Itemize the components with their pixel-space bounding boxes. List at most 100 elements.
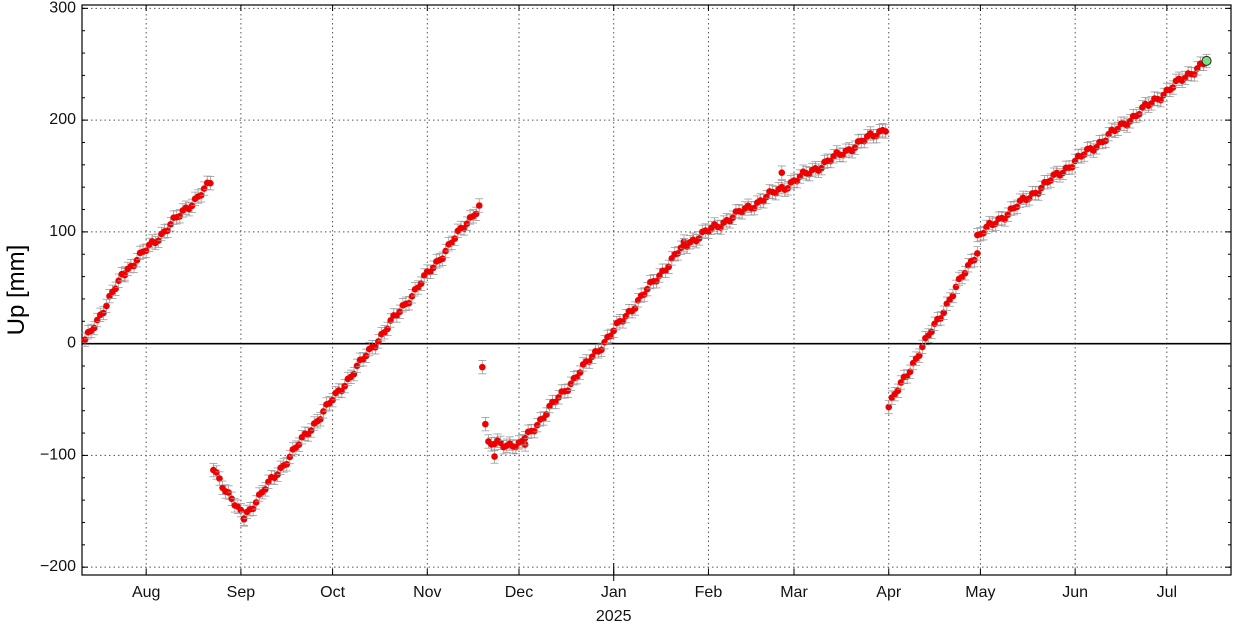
data-point (499, 440, 508, 455)
x-tick-label: Jul (1157, 584, 1177, 601)
x-tick-label: May (965, 584, 995, 601)
data-point (881, 124, 890, 139)
point-marker (176, 212, 184, 220)
point-marker (763, 193, 770, 201)
point-marker (286, 453, 294, 461)
data-point (206, 176, 215, 191)
data-point (939, 305, 948, 320)
x-axis-year-label: 2025 (596, 608, 632, 625)
point-marker (534, 421, 541, 429)
point-marker (674, 250, 682, 257)
data-point (481, 417, 490, 432)
data-point (87, 323, 96, 339)
y-tick-label: −200 (40, 558, 76, 575)
point-marker (949, 292, 957, 300)
point-marker (1081, 151, 1088, 158)
point-marker (283, 460, 291, 468)
point-marker (974, 250, 981, 257)
plot-frame (81, 4, 1232, 576)
y-tick-label: 300 (49, 0, 76, 16)
point-marker (295, 441, 303, 448)
data-point (475, 198, 484, 213)
point-marker (142, 247, 150, 255)
point-marker (372, 343, 379, 351)
point-marker (818, 164, 825, 172)
x-tick-label: Aug (132, 584, 160, 601)
point-marker (463, 220, 471, 227)
point-marker (851, 144, 859, 151)
point-marker (1191, 71, 1198, 78)
data-point (374, 334, 383, 349)
axes (81, 4, 1232, 581)
x-tick-label: Mar (780, 584, 808, 601)
point-marker (665, 263, 673, 271)
data-point (1034, 186, 1043, 201)
point-marker (897, 379, 905, 386)
point-marker (1038, 184, 1045, 192)
y-axis-label: Up [mm] (3, 245, 30, 336)
y-tick-label: −100 (40, 446, 76, 463)
data-point (133, 253, 142, 268)
data-point (252, 495, 261, 510)
point-marker (1047, 177, 1055, 184)
point-marker (937, 315, 944, 322)
point-marker (610, 327, 618, 335)
data-point (212, 465, 221, 480)
data-point (129, 258, 138, 274)
point-marker (750, 204, 758, 212)
data-point (951, 279, 960, 294)
point-marker (90, 324, 98, 332)
point-marker (216, 475, 223, 482)
tick-labels: −200 −100 0 100 200 300 Aug Sep Oct Nov Dec Jan Feb M… (40, 0, 1177, 601)
point-marker (112, 285, 119, 293)
data-point (728, 210, 737, 225)
data-point (175, 209, 184, 224)
point-marker (576, 369, 584, 376)
point-marker (1004, 211, 1012, 218)
point-marker (472, 210, 480, 218)
point-marker (200, 185, 208, 192)
data-point (353, 358, 362, 373)
point-marker (919, 343, 926, 351)
x-tick-label: Sep (227, 584, 256, 601)
point-marker (475, 202, 483, 209)
data-point (777, 165, 786, 180)
y-tick-label: 200 (49, 111, 76, 128)
point-marker (81, 336, 89, 343)
point-marker (133, 256, 141, 264)
point-marker (928, 328, 935, 336)
point-marker (940, 309, 948, 317)
point-marker (598, 346, 605, 354)
point-marker (885, 403, 893, 411)
point-marker (784, 185, 792, 192)
point-marker (882, 128, 889, 135)
point-marker (451, 235, 459, 242)
point-marker (555, 394, 563, 401)
x-tick-label: Nov (413, 584, 441, 601)
point-marker (952, 283, 960, 291)
point-marker (262, 486, 269, 493)
data-point (664, 259, 673, 274)
x-tick-label: Feb (695, 584, 723, 601)
data-point (1132, 108, 1141, 124)
point-marker (417, 280, 425, 287)
point-marker (543, 411, 550, 418)
latest-point-marker (1201, 55, 1212, 66)
point-marker (207, 179, 214, 187)
y-tick-label: 0 (67, 335, 76, 352)
point-marker (439, 255, 446, 263)
x-tick-label: Dec (505, 584, 533, 601)
point-marker (482, 420, 489, 428)
point-marker (317, 416, 324, 423)
point-marker (894, 387, 902, 395)
point-marker (213, 469, 220, 476)
x-tick-label: Oct (320, 584, 345, 601)
point-marker (567, 380, 575, 388)
point-marker (121, 271, 129, 279)
data-point (973, 246, 982, 261)
data-point (490, 449, 499, 464)
data-point (478, 360, 487, 375)
data-point (123, 261, 132, 276)
data-point (81, 332, 90, 347)
